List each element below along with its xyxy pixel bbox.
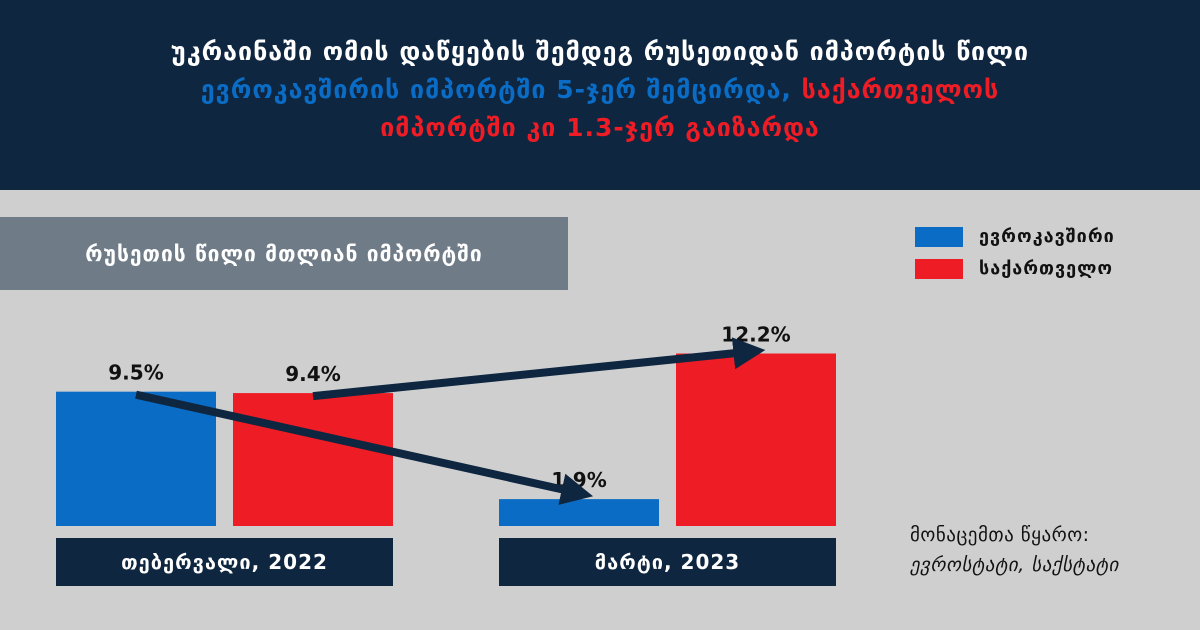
bar-chart: 9.5% 9.4%1.9%12.2%: [56, 323, 836, 526]
legend-item-eu: ევროკავშირი: [915, 226, 1115, 247]
trend-arrow-georgia: [312, 337, 766, 401]
value-label-eu-0: 9.5%: [108, 361, 163, 385]
headline-eu-part: ევროკავშირის იმპორტში 5-ჯერ შემცირდა,: [200, 75, 792, 104]
legend-label-eu: ევროკავშირი: [979, 226, 1115, 247]
legend-swatch-eu: [915, 226, 963, 247]
chart-subtitle: რუსეთის წილი მთლიან იმპორტში: [0, 217, 568, 290]
headline-georgia-part: საქართველოს: [801, 75, 1000, 104]
value-label-georgia-1: 12.2%: [721, 323, 790, 347]
category-label-feb-2022: თებერვალი, 2022: [56, 538, 393, 586]
legend: ევროკავშირი საქართველო: [915, 226, 1115, 290]
data-source: მონაცემთა წყარო: ევროსტატი, საქსტატი: [910, 520, 1119, 580]
bar-eu-0: [56, 391, 216, 526]
header-banner: უკრაინაში ომის დაწყების შემდეგ რუსეთიდან…: [0, 0, 1200, 190]
category-label-mar-2023: მარტი, 2023: [499, 538, 836, 586]
bar-georgia-1: [676, 353, 836, 526]
legend-swatch-georgia: [915, 258, 963, 279]
source-value: ევროსტატი, საქსტატი: [910, 554, 1119, 576]
bar-georgia-0: [233, 393, 393, 526]
legend-label-georgia: საქართველო: [979, 258, 1114, 279]
legend-item-georgia: საქართველო: [915, 258, 1115, 279]
value-label-georgia-0: 9.4%: [285, 362, 340, 386]
bar-eu-1: [499, 499, 659, 526]
trend-arrow-eu: [135, 390, 594, 505]
source-label: მონაცემთა წყარო:: [910, 524, 1090, 546]
headline-line-1: უკრაინაში ომის დაწყების შემდეგ რუსეთიდან…: [170, 37, 1030, 66]
headline-line-2: ევროკავშირის იმპორტში 5-ჯერ შემცირდა, სა…: [0, 71, 1200, 109]
headline-line-3: იმპორტში კი 1.3-ჯერ გაიზარდა: [380, 113, 820, 142]
